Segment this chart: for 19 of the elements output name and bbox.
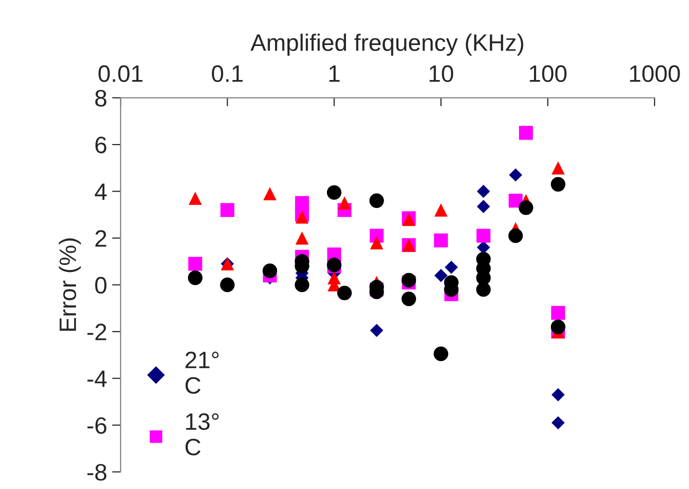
x-tick-label: 1000 — [630, 65, 680, 82]
y-tick-label: -8 — [87, 464, 106, 481]
y-tick-label: -4 — [87, 370, 107, 387]
x-tick-label: 0.01 — [98, 65, 142, 82]
x-tick-label: 100 — [530, 65, 567, 82]
y-tick-label: -6 — [87, 417, 106, 434]
x-tick-label: 0.1 — [212, 65, 243, 82]
y-axis-title: Error (%) — [58, 238, 81, 331]
y-tick-label: 8 — [95, 90, 106, 107]
y-tick-label: 4 — [94, 184, 107, 200]
x-tick-label: 1 — [329, 66, 340, 82]
legend-label: 13° C — [186, 413, 219, 456]
y-tick-label: 0 — [95, 276, 106, 294]
legend-label: 21° C — [186, 352, 219, 394]
y-tick-label: 6 — [95, 136, 106, 154]
x-tick-label: 10 — [430, 65, 454, 82]
x-axis-title: Amplified frequency (KHz) — [250, 34, 524, 56]
y-tick-label: 2 — [95, 230, 106, 247]
y-tick-label: -2 — [87, 324, 106, 340]
